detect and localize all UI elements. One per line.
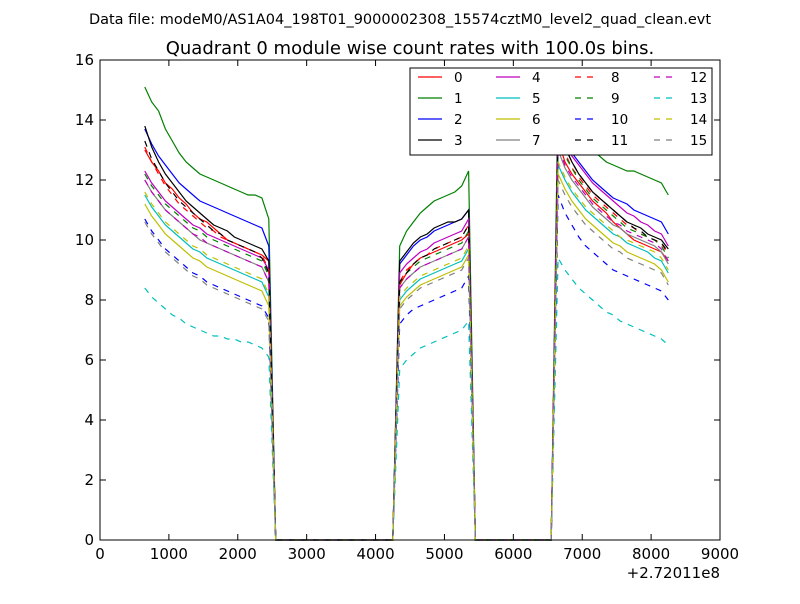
series-line-12	[144, 146, 669, 541]
x-tick-label: 4000	[356, 545, 394, 563]
series-line-6	[144, 173, 669, 541]
suptitle: Data file: modeM0/AS1A04_198T01_90000023…	[89, 12, 711, 28]
legend-label-0: 0	[454, 70, 463, 86]
legend-label-12: 12	[690, 70, 707, 86]
legend-label-10: 10	[611, 112, 628, 128]
y-tick-label: 6	[84, 351, 94, 369]
legend-label-13: 13	[690, 91, 707, 107]
series-line-7	[144, 149, 669, 541]
legend-label-8: 8	[611, 70, 620, 86]
series-line-5	[144, 164, 669, 541]
x-tick-label: 0	[95, 545, 105, 563]
legend-label-9: 9	[611, 91, 620, 107]
axis-ticks: 0 1000 2000 3000 4000 5000 6000 7000 8000 9000 0 2 4…	[75, 51, 739, 563]
series-line-4	[144, 125, 669, 541]
plot-lines	[144, 86, 669, 541]
legend-label-2: 2	[454, 112, 463, 128]
legend-label-14: 14	[690, 112, 707, 128]
legend-label-11: 11	[611, 133, 628, 149]
x-tick-label: 7000	[563, 545, 601, 563]
y-tick-label: 8	[84, 291, 94, 309]
legend-box	[409, 67, 713, 156]
x-tick-label: 6000	[494, 545, 532, 563]
y-tick-label: 0	[84, 531, 94, 549]
y-tick-label: 2	[84, 471, 94, 489]
legend-label-15: 15	[690, 133, 707, 149]
series-line-15	[144, 179, 669, 541]
series-line-11	[144, 128, 669, 541]
x-tick-label: 3000	[288, 545, 326, 563]
x-tick-label: 9000	[701, 545, 739, 563]
legend-label-1: 1	[454, 91, 463, 107]
series-line-14	[144, 161, 669, 541]
x-tick-label: 5000	[425, 545, 463, 563]
x-tick-label: 1000	[150, 545, 188, 563]
legend-label-4: 4	[532, 70, 541, 86]
legend-label-3: 3	[454, 133, 463, 149]
y-tick-label: 10	[75, 231, 94, 249]
y-tick-label: 12	[75, 171, 94, 189]
legend-label-7: 7	[532, 133, 541, 149]
series-line-10	[144, 194, 669, 541]
y-tick-label: 14	[75, 111, 94, 129]
x-tick-label: 8000	[632, 545, 670, 563]
y-tick-label: 4	[84, 411, 94, 429]
legend-label-6: 6	[532, 112, 541, 128]
x-tick-label: 2000	[219, 545, 257, 563]
series-line-13	[144, 255, 669, 541]
y-tick-label: 16	[75, 51, 94, 69]
x-offset-label: +2.72011e8	[627, 564, 720, 582]
chart-title: Quadrant 0 module wise count rates with …	[166, 38, 655, 59]
legend-label-5: 5	[532, 91, 541, 107]
series-line-8	[144, 134, 669, 541]
series-line-2	[144, 119, 669, 541]
